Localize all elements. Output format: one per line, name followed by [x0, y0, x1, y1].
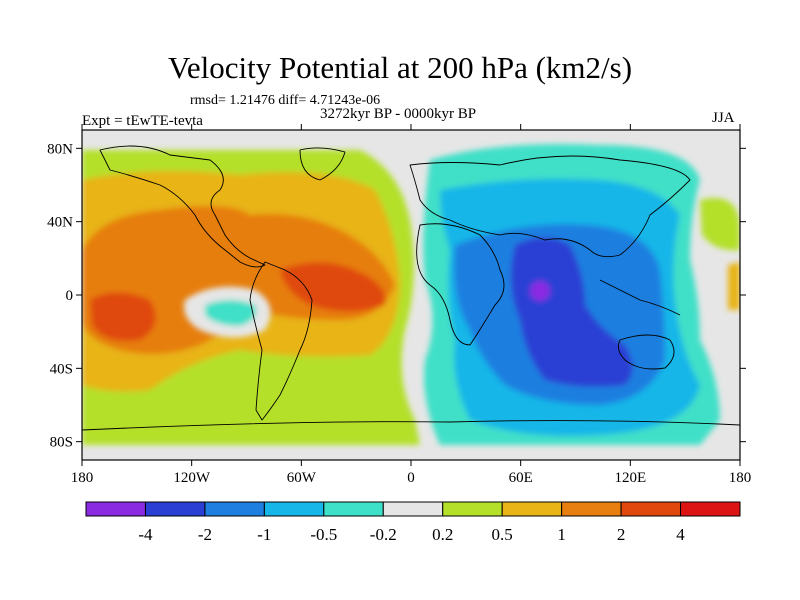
colorbar-swatch — [501, 501, 563, 517]
contour-positive-high — [82, 206, 395, 354]
colorbar-label: -2 — [198, 525, 212, 544]
lat-tick-label: 80S — [50, 435, 73, 451]
negative-anomaly-region — [423, 144, 720, 445]
outline-north-america — [99, 145, 266, 268]
lat-tick-label: 0 — [66, 288, 74, 304]
period-label: 3272kyr BP - 0000kyr BP — [320, 106, 477, 122]
colorbar-label: 0.2 — [432, 525, 453, 544]
minimum-negative-core — [205, 300, 256, 326]
colorbar-label: 0.5 — [492, 525, 513, 544]
outline-africa — [416, 223, 505, 346]
positive-max-atlantic — [280, 262, 386, 312]
season-label: JJA — [712, 110, 735, 126]
outline-eurasia — [409, 155, 691, 258]
longitude-axis: 180 120W 60W 0 60E 120E 180 — [71, 124, 752, 486]
positive-max-pacific — [90, 292, 156, 341]
outline-antarctica — [82, 420, 740, 431]
colorbar-label: -1 — [257, 525, 271, 544]
contour-positive-east-edge — [700, 198, 740, 251]
colorbar: -4 -2 -1 -0.5 -0.2 0.2 0.5 1 2 4 — [85, 501, 741, 544]
colorbar-label: 1 — [557, 525, 566, 544]
colorbar-swatch — [204, 501, 265, 517]
colorbar-label: 2 — [617, 525, 626, 544]
lon-tick-label: 120E — [614, 470, 646, 486]
stats-text: rmsd= 1.21476 diff= 4.71243e-06 — [190, 93, 381, 108]
map-title: Velocity Potential at 200 hPa (km2/s) — [167, 50, 633, 85]
lat-tick-label: 80N — [47, 141, 73, 157]
lat-tick-label: 40S — [50, 361, 73, 377]
lon-tick-label: 0 — [407, 470, 415, 486]
central-minimum — [184, 286, 271, 338]
experiment-label: Expt = tEwTE-tevta — [82, 113, 203, 129]
outline-maritime-continent — [599, 279, 681, 316]
colorbar-label: 4 — [676, 525, 685, 544]
contour-negative-core — [511, 237, 633, 387]
latitude-axis: 80N 40N 0 40S 80S — [47, 141, 746, 451]
colorbar-swatch — [620, 501, 682, 517]
outline-south-america — [249, 261, 313, 421]
colorbar-label: -0.2 — [370, 525, 397, 544]
outline-australia — [617, 334, 675, 370]
colorbar-swatch — [561, 501, 622, 517]
colorbar-swatch — [382, 501, 444, 517]
colorbar-swatch — [442, 501, 503, 517]
colorbar-swatch — [263, 501, 325, 517]
colorbar-label: -4 — [138, 525, 153, 544]
lon-tick-label: 180 — [729, 470, 752, 486]
colorbar-swatch — [323, 501, 384, 517]
lon-tick-label: 60W — [287, 470, 317, 486]
continent-outlines — [82, 145, 740, 431]
colorbar-label: -0.5 — [310, 525, 337, 544]
lon-tick-label: 180 — [71, 470, 94, 486]
colorbar-swatch — [680, 501, 741, 517]
contour-positive-east-edge-2 — [728, 262, 740, 310]
colorbar-swatch — [144, 501, 206, 517]
negative-min-center — [530, 281, 550, 301]
colorbar-swatch — [85, 501, 146, 517]
outline-greenland — [299, 147, 346, 181]
lat-tick-label: 40N — [47, 215, 73, 231]
contour-field — [82, 130, 740, 460]
lon-tick-label: 60E — [509, 470, 533, 486]
lon-tick-label: 120W — [173, 470, 211, 486]
